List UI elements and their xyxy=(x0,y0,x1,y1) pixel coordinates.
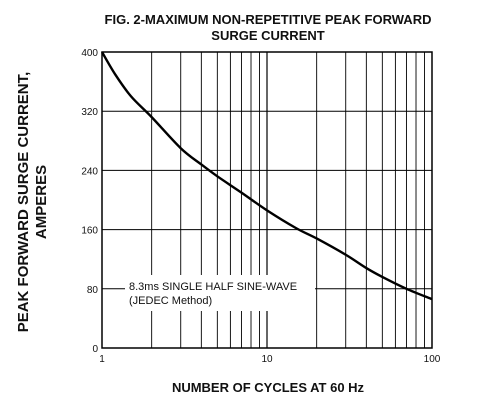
chart-title-line1: FIG. 2-MAXIMUM NON-REPETITIVE PEAK FORWA… xyxy=(105,12,432,27)
y-axis-label-line1: PEAK FORWARD SURGE CURRENT, xyxy=(15,72,32,333)
x-tick-label: 10 xyxy=(261,354,273,365)
annotation-line2: (JEDEC Method) xyxy=(129,295,212,307)
y-tick-label: 0 xyxy=(92,344,98,355)
surge-current-curve xyxy=(100,51,433,301)
annotation-box xyxy=(125,275,315,311)
x-tick-label: 100 xyxy=(424,354,441,365)
x-axis-label: NUMBER OF CYCLES AT 60 Hz xyxy=(172,380,365,395)
chart-title-line2: SURGE CURRENT xyxy=(211,28,324,43)
y-tick-label: 320 xyxy=(81,107,98,118)
y-tick-label: 400 xyxy=(81,48,98,59)
x-tick-label: 1 xyxy=(99,354,105,365)
y-tick-label: 80 xyxy=(87,285,99,296)
y-tick-label: 240 xyxy=(81,166,98,177)
annotation-line1: 8.3ms SINGLE HALF SINE-WAVE xyxy=(129,281,297,293)
y-axis-label-line2: AMPERES xyxy=(33,165,50,239)
plot-frame xyxy=(101,51,433,349)
tick-labels: 0 80 160 240 320 400 1 10 100 xyxy=(81,48,440,365)
y-tick-label: 160 xyxy=(81,226,98,237)
